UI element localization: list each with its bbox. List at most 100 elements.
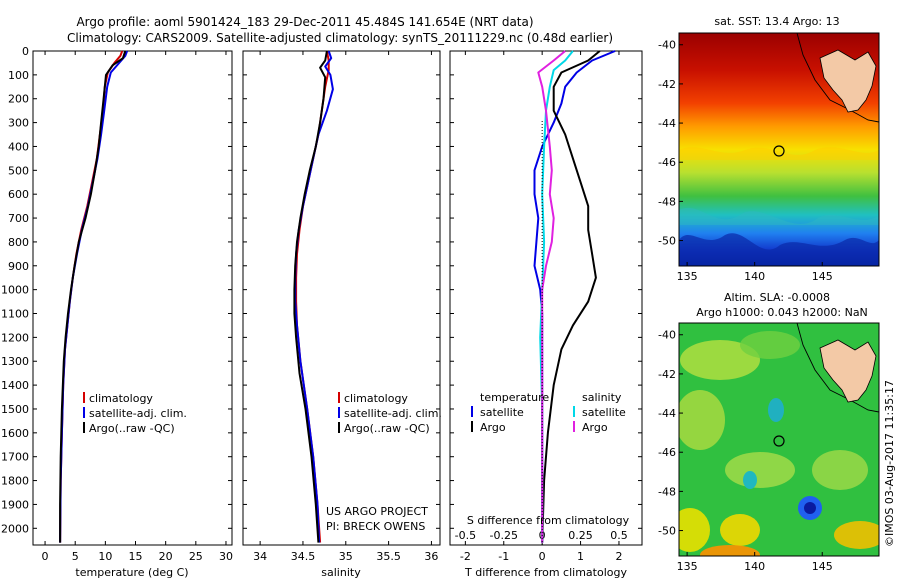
y-tick-label: 1800: [1, 475, 29, 488]
salinity-legend: climatology satellite-adj. clim. Argo(..…: [338, 392, 442, 435]
legend-t-satellite-label: satellite: [480, 406, 524, 419]
sst-front-band: [679, 147, 879, 160]
y-tick-label: 1500: [1, 403, 29, 416]
x-tick-label: -1: [498, 550, 509, 563]
x-tick-label: 25: [189, 550, 203, 563]
top-tick-label: -0.25: [490, 529, 518, 542]
legend-argo-label: Argo(..raw -QC): [344, 422, 430, 435]
map-y-tick-label: -44: [658, 407, 676, 420]
x-tick-label: 35.5: [376, 550, 401, 563]
legend-satellite-label: satellite-adj. clim.: [344, 407, 442, 420]
x-tick-label: 5: [72, 550, 79, 563]
x-tick-label: 0: [42, 550, 49, 563]
sla-anomaly-patch: [812, 450, 868, 490]
y-tick-label: 200: [8, 93, 29, 106]
map-x-tick-label: 135: [677, 560, 698, 573]
s-difference-label: S difference from climatology: [467, 514, 630, 527]
sla-anomaly-patch: [700, 545, 760, 556]
sla-anomaly-patch: [679, 390, 725, 450]
sla-anomaly-patch: [720, 514, 760, 546]
map-y-tick-label: -40: [658, 329, 676, 342]
map-x-tick-label: 140: [744, 270, 765, 283]
temperature-panel-frame: [32, 50, 233, 546]
sla-anomaly-patch: [679, 508, 710, 552]
y-tick-label: 600: [8, 188, 29, 201]
x-tick-label: 10: [98, 550, 112, 563]
profile-series: [59, 50, 616, 545]
y-tick-label: 100: [8, 69, 29, 82]
y-tick-label: 800: [8, 236, 29, 249]
tasmania-landmass: [819, 339, 877, 403]
sla-map-title-line-2: Argo h1000: 0.043 h2000: NaN: [696, 306, 868, 319]
series-line-temperature-argo: [541, 50, 601, 543]
legend-s-satellite-label: satellite: [582, 406, 626, 419]
x-tick-label: 30: [219, 550, 233, 563]
temperature-xlabel: temperature (deg C): [75, 566, 188, 579]
sst-argo-location-marker: [773, 145, 785, 157]
y-tick-label: 1600: [1, 427, 29, 440]
title-line-1: Argo profile: aoml 5901424_183 29-Dec-20…: [76, 15, 533, 29]
y-tick-label: 1100: [1, 308, 29, 321]
legend-climatology-label: climatology: [344, 392, 408, 405]
map-y-tick-label: -48: [658, 195, 676, 208]
sla-shelf-contour: [796, 323, 879, 413]
project-note-line-2: PI: BRECK OWENS: [326, 520, 425, 533]
x-tick-label: 34: [253, 550, 267, 563]
legend-s-argo-label: Argo: [582, 421, 608, 434]
map-y-tick-label: -50: [658, 525, 676, 538]
sla-eddy: [743, 471, 757, 489]
imos-timestamp: ©IMOS 03-Aug-2017 11:35:17: [883, 380, 896, 547]
series-line-argo-raw-qc-: [59, 50, 127, 543]
project-note-line-1: US ARGO PROJECT: [326, 505, 428, 518]
legend-temperature-title: temperature: [480, 391, 549, 404]
y-tick-label: 1400: [1, 379, 29, 392]
y-tick-label: 300: [8, 117, 29, 130]
x-tick-label: 15: [129, 550, 143, 563]
y-tick-label: 400: [8, 140, 29, 153]
map-y-tick-label: -44: [658, 117, 676, 130]
sst-map-frame: [678, 32, 880, 267]
sla-anomaly-patch: [680, 340, 760, 380]
sla-map-frame: [678, 322, 880, 557]
series-line-satellite-adj-clim-: [294, 50, 334, 543]
y-tick-label: 0: [22, 45, 29, 58]
y-tick-label: 1700: [1, 451, 29, 464]
sla-eddy: [768, 398, 784, 422]
series-line-argo-raw-qc-: [293, 50, 328, 543]
sla-anomaly-patch: [834, 521, 879, 549]
x-tick-label: -2: [460, 550, 471, 563]
y-tick-label: 1200: [1, 331, 29, 344]
top-tick-label: 0.5: [610, 529, 628, 542]
sla-anomaly-patch: [740, 331, 800, 359]
salinity-panel-frame: [242, 50, 441, 546]
x-tick-label: 1: [577, 550, 584, 563]
y-tick-label: 1900: [1, 498, 29, 511]
x-tick-label: 35: [339, 550, 353, 563]
y-tick-label: 700: [8, 212, 29, 225]
legend-climatology-label: climatology: [89, 392, 153, 405]
sst-map-title: sat. SST: 13.4 Argo: 13: [714, 15, 839, 28]
sst-cold-band: [679, 207, 879, 225]
axis-ticks: 0 5 10 15 20 25 300100200300400500600700800900…: [1, 45, 642, 563]
map-x-tick-label: 145: [812, 560, 833, 573]
map-y-tick-label: -46: [658, 156, 676, 169]
sla-map-ticks: 135 140 145 -40 -42 -44 -46 -48 -50: [658, 329, 833, 573]
title-line-2: Climatology: CARS2009. Satellite-adjuste…: [67, 31, 613, 45]
x-tick-label: 20: [159, 550, 173, 563]
sst-map: [679, 33, 879, 266]
legend-argo-label: Argo(..raw -QC): [89, 422, 175, 435]
temperature-legend: climatology satellite-adj. clim. Argo(..…: [83, 392, 187, 435]
difference-legend-salinity: salinity satellite Argo: [573, 391, 626, 434]
y-tick-label: 900: [8, 260, 29, 273]
map-y-tick-label: -40: [658, 39, 676, 52]
salinity-xlabel: salinity: [321, 566, 361, 579]
sla-anomaly-patch: [725, 452, 795, 488]
sla-argo-location-marker: [773, 435, 785, 447]
top-tick-label: 0.25: [568, 529, 593, 542]
map-y-tick-label: -42: [658, 368, 676, 381]
x-tick-label: 34.5: [291, 550, 316, 563]
difference-panel-frame: [449, 50, 643, 546]
y-tick-label: 1300: [1, 355, 29, 368]
sla-map-title-line-1: Altim. SLA: -0.0008: [724, 291, 830, 304]
